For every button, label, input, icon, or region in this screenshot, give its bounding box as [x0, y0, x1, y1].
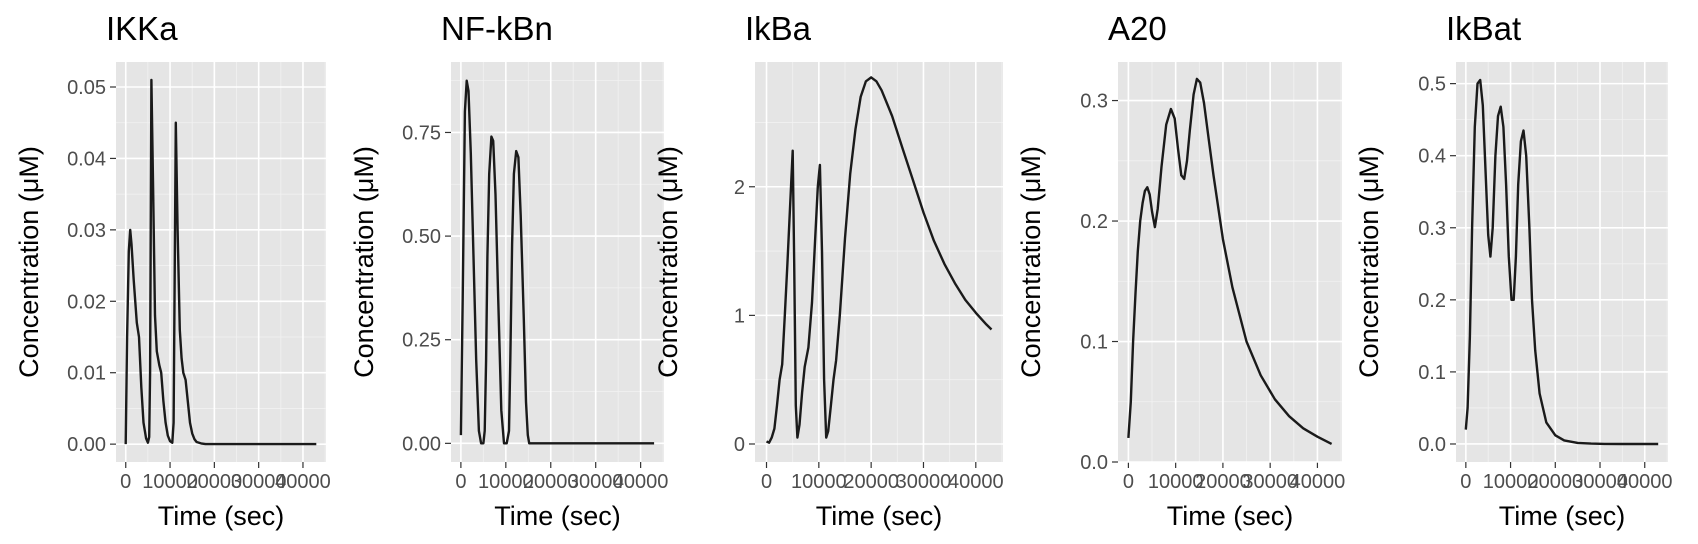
y-axis-title: Concentration (μM) [1354, 146, 1384, 378]
x-tick-label: 30000 [231, 471, 287, 493]
series-line-1 [765, 76, 993, 444]
x-tick-label: 10000 [1148, 471, 1204, 493]
x-tick-label: 20000 [187, 471, 243, 493]
panel-title: NF-kBn [441, 10, 553, 47]
y-axis-title: Concentration (μM) [14, 146, 44, 378]
x-axis-title: Time (sec) [158, 501, 285, 531]
y-tick-label: 0.0 [1418, 434, 1446, 456]
x-tick-label: 20000 [1195, 471, 1251, 493]
x-tick-label: 0 [1460, 471, 1471, 493]
series-line-1 [1127, 77, 1333, 445]
y-tick-label: 0.03 [67, 220, 106, 242]
x-tick-label: 30000 [568, 471, 624, 493]
y-tick-label: 0.01 [67, 363, 106, 385]
y-tick-label: 0.00 [67, 434, 106, 456]
x-tick-label: 40000 [275, 471, 331, 493]
y-tick-label: 0.3 [1080, 91, 1108, 113]
x-tick-label: 30000 [1242, 471, 1298, 493]
y-tick-label: 0.04 [67, 148, 106, 170]
y-tick-label: 2 [734, 177, 745, 199]
x-tick-label: 0 [1123, 471, 1134, 493]
y-tick-label: 0.00 [402, 433, 441, 455]
y-tick-label: 0.5 [1418, 74, 1446, 96]
y-tick-label: 0.3 [1418, 218, 1446, 240]
panel-title: IkBa [745, 10, 812, 47]
x-tick-label: 10000 [1483, 471, 1539, 493]
y-tick-label: 0.50 [402, 226, 441, 248]
y-tick-label: 1 [734, 305, 745, 327]
panel-background [1118, 62, 1342, 462]
panel-background [755, 62, 1003, 462]
x-axis-title: Time (sec) [494, 501, 621, 531]
series-line-1 [459, 79, 655, 445]
x-tick-label: 40000 [1617, 471, 1673, 493]
x-tick-label: 30000 [896, 471, 952, 493]
x-tick-label: 10000 [791, 471, 847, 493]
x-axis-title: Time (sec) [816, 501, 943, 531]
panel-background [1456, 62, 1668, 462]
y-axis-title: Concentration (μM) [653, 146, 683, 378]
x-tick-label: 10000 [478, 471, 534, 493]
panel-title: IKKa [106, 10, 178, 47]
x-tick-label: 0 [120, 471, 131, 493]
series-line-1 [124, 78, 317, 446]
y-tick-label: 0.1 [1418, 362, 1446, 384]
x-axis-title: Time (sec) [1167, 501, 1294, 531]
y-axis-title: Concentration (μM) [349, 146, 379, 378]
y-tick-label: 0.1 [1080, 332, 1108, 354]
series-line-1 [1464, 78, 1659, 446]
y-tick-label: 0.2 [1418, 290, 1446, 312]
y-tick-label: 0.75 [402, 122, 441, 144]
panel-background [451, 62, 664, 462]
panel-title: IkBat [1446, 10, 1521, 47]
x-tick-label: 10000 [142, 471, 198, 493]
y-axis-title: Concentration (μM) [1016, 146, 1046, 378]
x-tick-label: 40000 [613, 471, 669, 493]
x-tick-label: 30000 [1572, 471, 1628, 493]
x-tick-label: 40000 [1290, 471, 1346, 493]
y-tick-label: 0.25 [402, 330, 441, 352]
x-tick-label: 20000 [843, 471, 899, 493]
y-tick-label: 0.02 [67, 291, 106, 313]
x-tick-label: 20000 [523, 471, 579, 493]
x-tick-label: 0 [455, 471, 466, 493]
x-tick-label: 20000 [1527, 471, 1583, 493]
x-tick-label: 0 [761, 471, 772, 493]
y-tick-label: 0 [734, 434, 745, 456]
y-tick-label: 0.0 [1080, 452, 1108, 474]
x-axis-title: Time (sec) [1499, 501, 1626, 531]
y-tick-label: 0.05 [67, 77, 106, 99]
y-tick-label: 0.2 [1080, 211, 1108, 233]
x-tick-label: 40000 [948, 471, 1004, 493]
y-tick-label: 0.4 [1418, 146, 1446, 168]
panel-title: A20 [1108, 10, 1167, 47]
